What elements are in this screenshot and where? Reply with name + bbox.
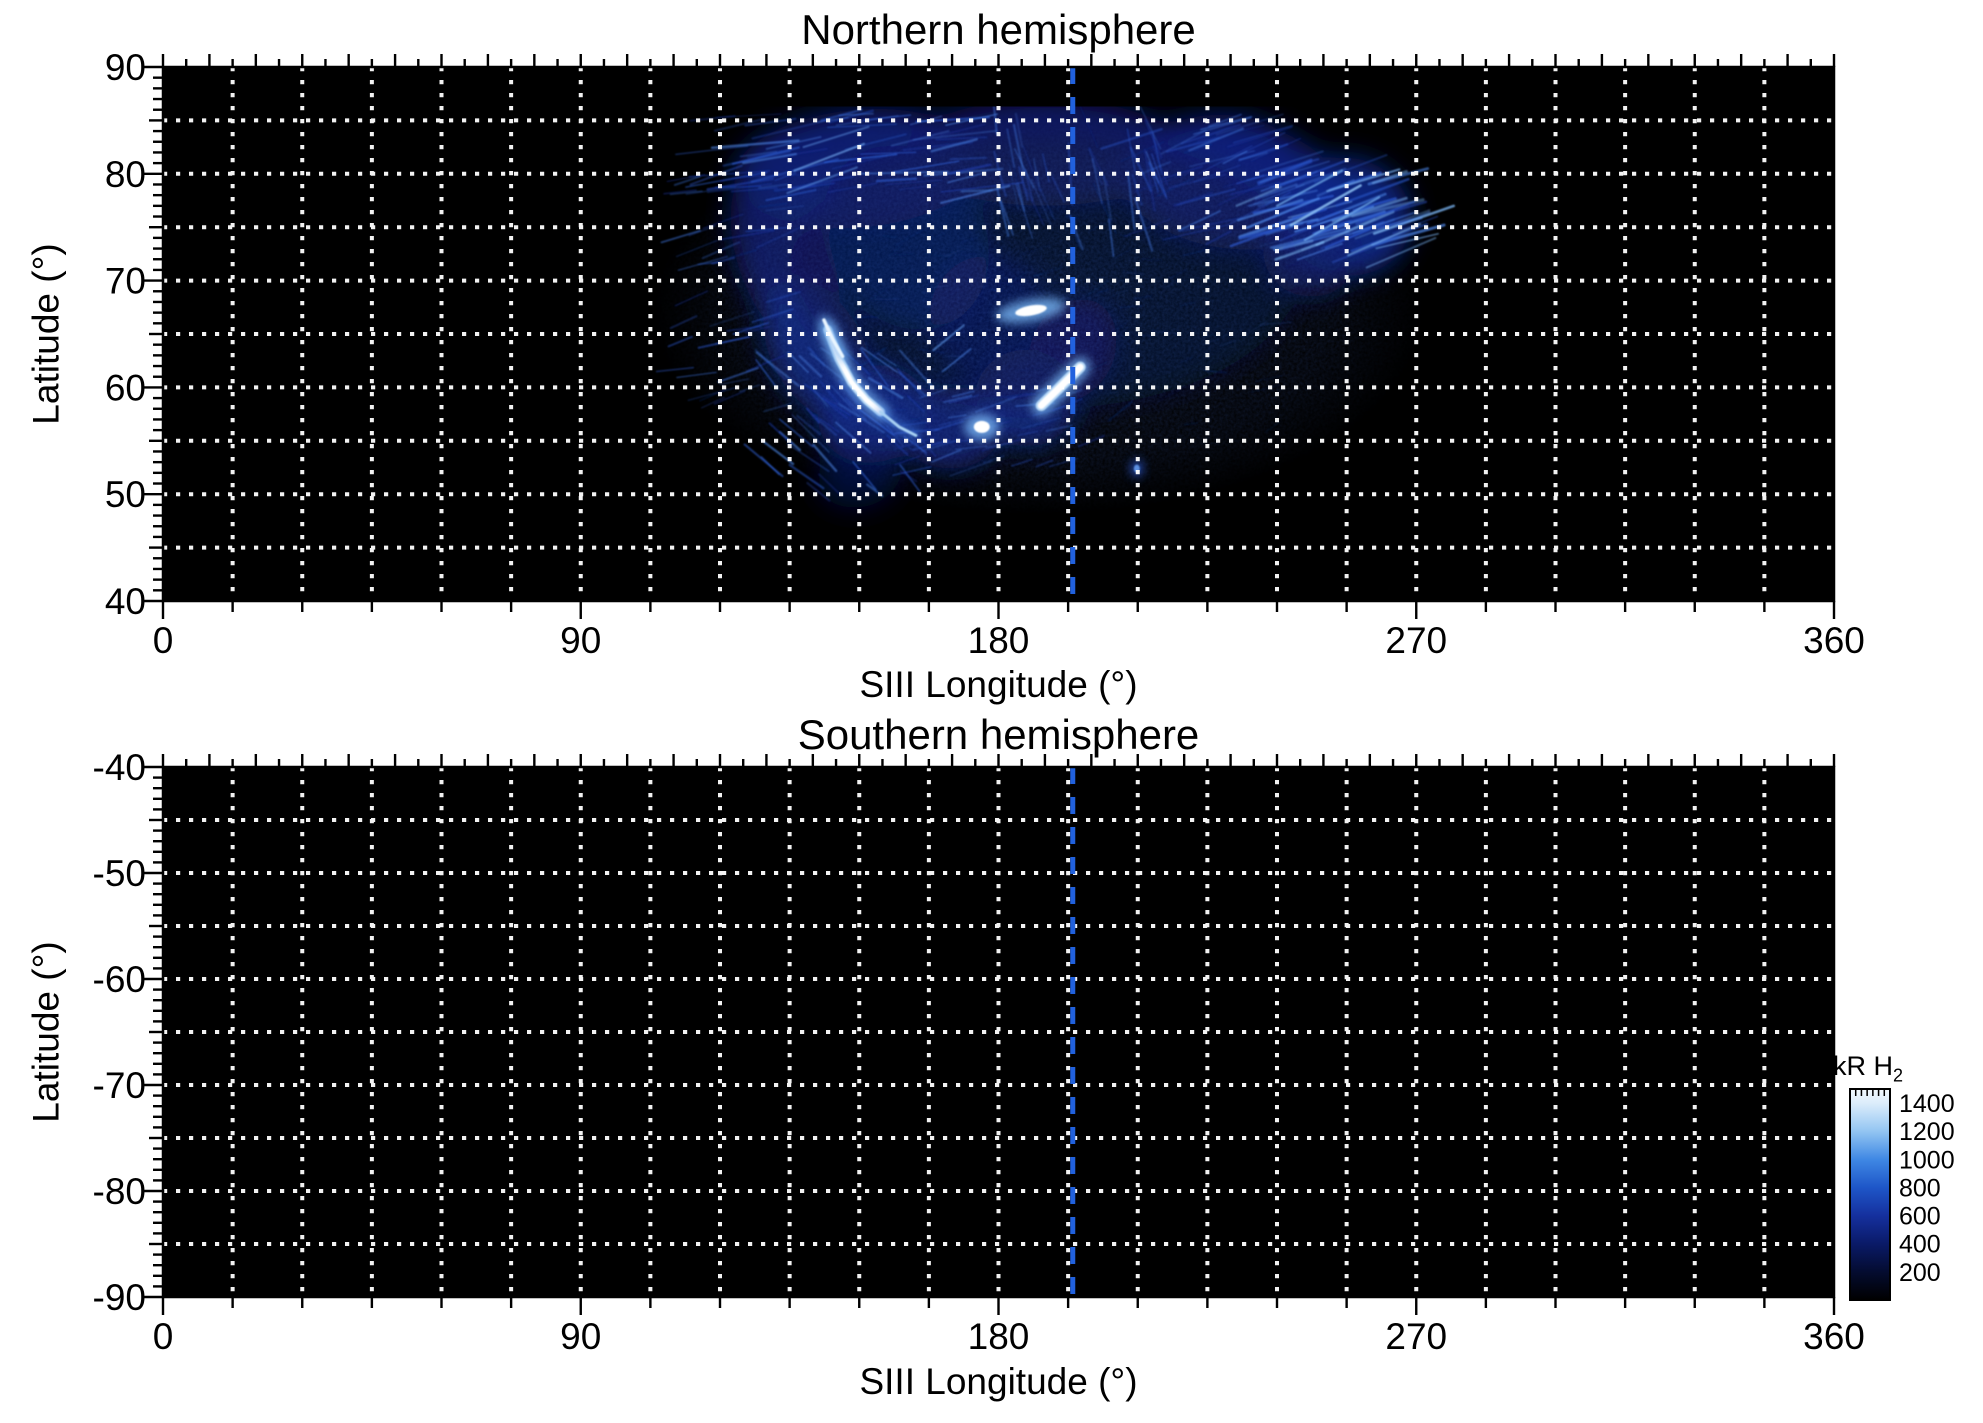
colorbar-label-sub: 2 <box>1893 1065 1904 1086</box>
panel-south-xtick-label: 0 <box>153 1316 174 1357</box>
panel-south-ytick-label: -50 <box>93 853 146 894</box>
colorbar-tick-label: 1400 <box>1899 1090 1955 1118</box>
panel-north-ytick-label: 90 <box>105 47 146 88</box>
panel-north-tick-labels: 0 90 180 270 360 90 80 70 60 50 40 <box>105 47 1865 661</box>
panel-north-xtick-label: 360 <box>1803 620 1865 661</box>
aurora-accent-streaks <box>786 125 1381 373</box>
panel-north: 0 90 180 270 360 90 80 70 60 50 40 <box>105 47 1865 661</box>
colorbar-tick-label: 200 <box>1899 1259 1941 1287</box>
aurora-emission <box>650 106 1456 516</box>
panel-north-ytick-label: 40 <box>105 581 146 622</box>
colorbar-border <box>1849 1088 1891 1301</box>
north-yaxis-label: Latitude (°) <box>25 243 67 425</box>
panel-south-xtick-label: 360 <box>1803 1316 1865 1357</box>
north-xaxis-label: SIII Longitude (°) <box>859 664 1138 705</box>
colorbar-tick-label: 800 <box>1899 1174 1941 1202</box>
panel-north-ticks <box>143 54 1836 619</box>
panel-south-ytick-label: -90 <box>93 1277 146 1318</box>
north-panel-title: Northern hemisphere <box>801 6 1196 53</box>
south-panel-title: Southern hemisphere <box>797 711 1200 758</box>
panel-south-gridlines <box>163 767 1834 1297</box>
panel-north-gridlines <box>163 67 1834 601</box>
panel-north-xtick-label: 180 <box>968 620 1030 661</box>
aurora-bright-spots <box>964 298 1144 478</box>
panel-south-xtick-label: 180 <box>968 1316 1030 1357</box>
colorbar-label: kR H2 <box>1833 1051 1904 1086</box>
colorbar-tick-label: 600 <box>1899 1203 1941 1231</box>
panel-south: 0 90 180 270 360 -40 -50 -60 -70 -80 -90 <box>93 747 1865 1357</box>
colorbar-minor-ticks <box>1854 1090 1886 1096</box>
south-yaxis-label: Latitude (°) <box>25 941 67 1123</box>
panel-south-ytick-label: -80 <box>93 1171 146 1212</box>
panel-north-ytick-label: 80 <box>105 154 146 195</box>
panel-south-ticks <box>143 754 1836 1315</box>
panel-south-ytick-label: -40 <box>93 747 146 788</box>
colorbar-tick-label: 1000 <box>1899 1146 1955 1174</box>
colorbar-tick-label: 1200 <box>1899 1118 1955 1146</box>
panel-south-xtick-label: 270 <box>1385 1316 1447 1357</box>
panel-south-xtick-label: 90 <box>560 1316 601 1357</box>
panel-north-ytick-label: 50 <box>105 474 146 515</box>
south-xaxis-label: SIII Longitude (°) <box>859 1361 1138 1402</box>
panel-north-xtick-label: 0 <box>153 620 174 661</box>
panel-north-xtick-label: 90 <box>560 620 601 661</box>
panel-south-ytick-label: -70 <box>93 1065 146 1106</box>
panel-north-xtick-label: 270 <box>1385 620 1447 661</box>
panel-north-ytick-label: 60 <box>105 367 146 408</box>
colorbar-label-main: kR H <box>1833 1051 1893 1081</box>
colorbar-gradient <box>1850 1089 1890 1300</box>
colorbar-tick-label: 400 <box>1899 1231 1941 1259</box>
panel-north-ytick-label: 70 <box>105 261 146 302</box>
panel-south-ytick-label: -60 <box>93 959 146 1000</box>
panel-south-tick-labels: 0 90 180 270 360 -40 -50 -60 -70 -80 -90 <box>93 747 1865 1357</box>
